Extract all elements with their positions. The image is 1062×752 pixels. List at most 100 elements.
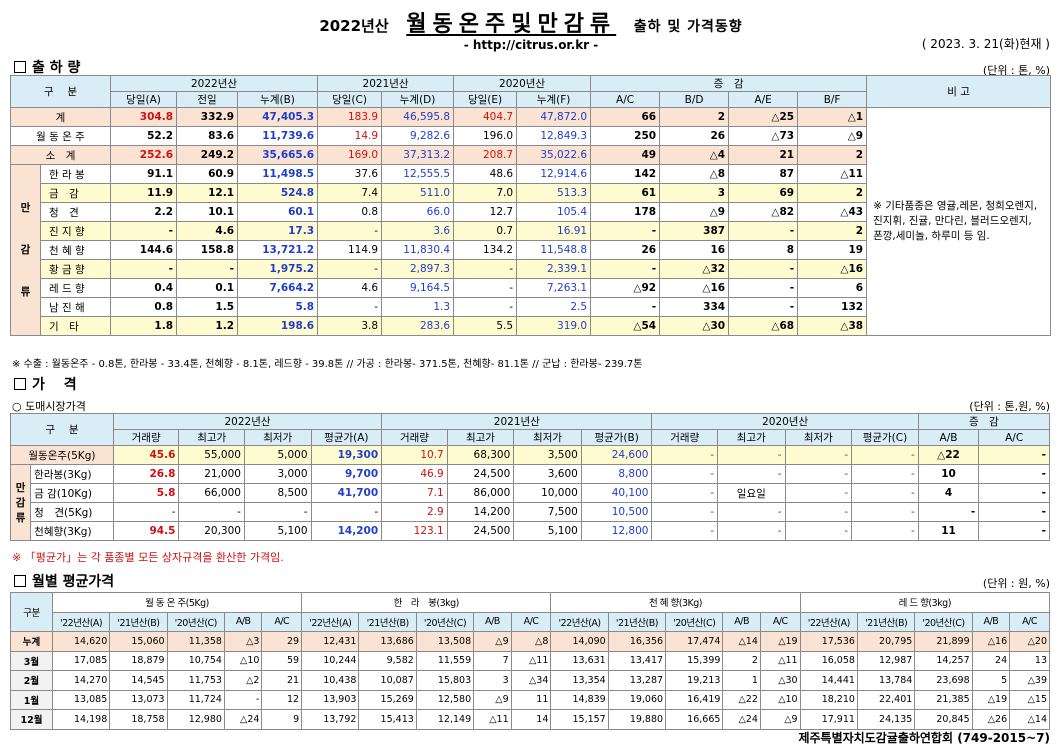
monthly-cell: 20,845 [914,709,973,730]
shipment-cell: 142 [590,164,661,184]
header-2021: 2021년산 [381,413,653,430]
price-cell: - [651,521,719,541]
shipment-cell: 7,263.1 [516,278,592,298]
price-cell: 10,500 [580,502,653,522]
shipment-cell: △32 [659,259,730,279]
shipment-cell: 0.7 [453,221,518,241]
shipment-cell: △16 [659,278,730,298]
row-label: 기 타 [39,316,112,336]
shipment-cell: 11,498.5 [237,164,319,184]
shipment-cell: 7.4 [317,183,383,203]
price-cell: - [243,502,312,522]
shipment-cell: - [317,259,383,279]
header-gubun: 구분 [10,592,53,632]
monthly-cell: 1 [722,670,761,691]
monthly-cell: 17,474 [665,631,724,652]
price-cell: 20,300 [178,521,245,541]
shipment-cell: 37,313.2 [381,145,455,165]
monthly-cell: 15,413 [358,709,417,730]
shipment-cell: △11 [797,164,868,184]
monthly-cell: 17,085 [51,650,111,671]
subheader: 누계(F) [516,91,592,108]
price-cell: - [978,464,1050,484]
shipment-cell: 334 [659,297,730,317]
section-shipment-unit: (단위 : 톤, %) [982,64,1050,77]
monthly-cell: 12,987 [856,650,916,671]
shipment-cell: △4 [659,145,730,165]
shipment-cell: 10.1 [176,202,239,222]
shipment-cell: 144.6 [110,240,178,260]
shipment-cell: 2 [797,145,868,165]
subheader: A/B [473,611,512,632]
subheader: 당일(A) [110,91,178,108]
header-change: 증 감 [590,75,868,92]
header-gubun: 구 분 [10,413,114,446]
price-cell: 2.9 [381,502,448,522]
market-label: ○ 도매시장가격 [12,400,86,413]
monthly-cell: △10 [759,689,801,710]
shipment-cell: 12.1 [176,183,239,203]
subheader: A/B [722,611,761,632]
monthly-cell: 16,665 [665,709,724,730]
price-cell: - [851,502,919,522]
shipment-cell: 249.2 [176,145,239,165]
shipment-cell: - [453,297,518,317]
row-label: 청 견 [39,202,112,222]
monthly-cell: 7 [473,650,512,671]
subheader: A/C [590,91,661,108]
shipment-cell: 387 [659,221,730,241]
site-url[interactable]: - http://citrus.or.kr - [463,38,599,52]
price-cell: - [651,502,719,522]
shipment-cell: 134.2 [453,240,518,260]
shipment-cell: - [590,259,661,279]
monthly-cell: 15,269 [358,689,417,710]
monthly-cell: 12 [261,689,303,710]
header-2020: 2020년산 [651,413,919,430]
subheader: 평균가(B) [580,429,653,446]
shipment-cell: 35,665.6 [237,145,319,165]
monthly-cell: 16,356 [607,631,667,652]
price-cell: 5,100 [243,521,312,541]
shipment-cell: 6 [797,278,868,298]
shipment-cell: 21 [728,145,799,165]
shipment-cell: - [317,297,383,317]
price-cell: 4 [917,483,980,503]
shipment-cell: △25 [728,107,799,127]
price-cell: 14,200 [446,502,515,522]
shipment-cell: - [110,221,178,241]
monthly-cell: 11,724 [166,689,225,710]
shipment-cell: 17.3 [237,221,319,241]
shipment-cell: 2,339.1 [516,259,592,279]
shipment-row: 청 견 2.2 10.1 60.1 0.8 66.0 12.7 105.4 178 △9 △82 △4… [11,202,1051,222]
monthly-cell: 13,792 [301,709,360,730]
subheader: A/C [978,429,1050,446]
shipment-cell: 1,975.2 [237,259,319,279]
subheader: '20년산(C) [914,611,973,632]
price-cell: - [917,502,980,522]
shipment-cell: - [728,221,799,241]
subheader: A/B [223,611,263,632]
monthly-cell: 24,135 [856,709,916,730]
header-gubun: 구 분 [9,75,112,108]
shipment-cell: 66.0 [381,202,455,222]
price-cell: 41,700 [310,483,383,503]
shipment-cell: 5.5 [453,316,518,336]
monthly-row: 1월 13,085 13,073 11,724-12 13,903 15,269 12,58… [10,689,1050,710]
section-shipment-title: 출 하 량 [14,57,80,77]
shipment-cell: △16 [797,259,868,279]
shipment-cell: 524.8 [237,183,319,203]
monthly-cell: 12,980 [166,709,225,730]
subheader: A/B [971,611,1011,632]
price-cell: 46.9 [381,464,448,484]
monthly-row: 2월 14,270 14,545 11,753 △2 21 10,438 10,087 15,8… [10,670,1050,691]
subheader: A/C [759,611,801,632]
shipment-cell: - [728,278,799,298]
monthly-row: 누계 14,620 15,060 11,358 △3 29 12,431 13,686 13,5… [10,631,1050,652]
price-cell: - [112,502,180,522]
price-cell: 7.1 [381,483,448,503]
shipment-cell: 9,164.5 [381,278,455,298]
section-monthly-title: 월별 평균가격 [14,571,114,591]
shipment-cell: 132 [797,297,868,317]
price-row: 금 감(10Kg) 5.8 66,000 8,500 41,700 7.1 86,000 10… [11,483,1050,503]
subheader: 최저가 [243,429,312,446]
